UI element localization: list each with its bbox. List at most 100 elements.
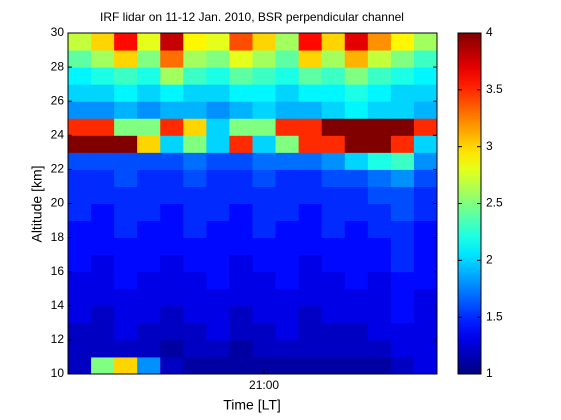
cell: [114, 322, 138, 341]
cell: [321, 339, 346, 358]
cell: [114, 356, 138, 375]
cell: [367, 135, 392, 153]
cell: [390, 203, 415, 222]
cell: [413, 271, 438, 290]
cell: [68, 135, 92, 153]
cell: [91, 152, 115, 170]
cell: [298, 118, 323, 136]
cell: [390, 356, 415, 375]
cell: [344, 135, 369, 153]
cell: [344, 288, 369, 307]
cell: [137, 186, 161, 204]
cell: [114, 339, 138, 358]
cell: [390, 169, 415, 187]
cell: [252, 186, 277, 204]
cell: [413, 305, 438, 324]
cell: [91, 33, 115, 51]
cell: [321, 288, 346, 307]
cell: [206, 220, 230, 239]
cell: [183, 254, 207, 273]
cell: [298, 50, 323, 68]
cell: [298, 101, 323, 119]
cell: [252, 67, 277, 85]
cell: [137, 101, 161, 119]
cell: [206, 322, 230, 341]
chart-title: IRF lidar on 11-12 Jan. 2010, BSR perpen…: [100, 10, 404, 24]
cell: [206, 101, 230, 119]
cell: [298, 237, 323, 256]
cell: [367, 305, 392, 324]
cell: [413, 254, 438, 273]
colorbar-tick-label: 4: [486, 25, 493, 39]
cell: [413, 220, 438, 239]
cell: [206, 305, 230, 324]
cell: [114, 67, 138, 85]
cell: [160, 288, 184, 307]
cell: [321, 33, 346, 51]
cell: [344, 118, 369, 136]
cell: [229, 305, 253, 324]
cell: [275, 220, 300, 239]
cell: [68, 169, 92, 187]
cell: [114, 203, 138, 222]
cell: [413, 288, 438, 307]
cell: [413, 322, 438, 341]
cell: [206, 237, 230, 256]
cell: [160, 33, 184, 51]
cell: [114, 305, 138, 324]
cell: [321, 118, 346, 136]
cell: [321, 169, 346, 187]
cell: [183, 101, 207, 119]
cell: [367, 186, 392, 204]
cell: [321, 305, 346, 324]
cell: [275, 135, 300, 153]
cell: [114, 271, 138, 290]
cell: [68, 84, 92, 102]
cell: [390, 271, 415, 290]
cell: [367, 84, 392, 102]
cell: [321, 50, 346, 68]
cell: [298, 305, 323, 324]
cell: [206, 356, 230, 375]
cell: [114, 152, 138, 170]
cell: [321, 254, 346, 273]
cell: [91, 339, 115, 358]
cell: [367, 50, 392, 68]
cell: [275, 305, 300, 324]
cell: [413, 101, 438, 119]
cell: [252, 152, 277, 170]
cell: [68, 237, 92, 256]
cell: [183, 339, 207, 358]
cell: [91, 101, 115, 119]
cell: [91, 271, 115, 290]
cell: [91, 322, 115, 341]
cell: [183, 186, 207, 204]
cell: [137, 288, 161, 307]
cell: [229, 135, 253, 153]
cell: [390, 118, 415, 136]
cell: [390, 339, 415, 358]
y-axis-label: Altitude [km]: [29, 165, 45, 242]
cell: [91, 237, 115, 256]
cell: [367, 339, 392, 358]
cell: [114, 84, 138, 102]
cell: [413, 152, 438, 170]
cell: [413, 67, 438, 85]
cell: [206, 135, 230, 153]
cell: [206, 203, 230, 222]
heatmap: [68, 33, 438, 375]
y-tick-label: 12: [51, 332, 65, 346]
cell: [229, 339, 253, 358]
cell: [390, 67, 415, 85]
cell: [229, 322, 253, 341]
cell: [252, 322, 277, 341]
cell: [114, 118, 138, 136]
cell: [160, 237, 184, 256]
cell: [91, 186, 115, 204]
cell: [367, 203, 392, 222]
cell: [68, 203, 92, 222]
y-tick-label: 22: [51, 162, 65, 176]
cell: [252, 237, 277, 256]
cell: [367, 271, 392, 290]
cell: [114, 101, 138, 119]
